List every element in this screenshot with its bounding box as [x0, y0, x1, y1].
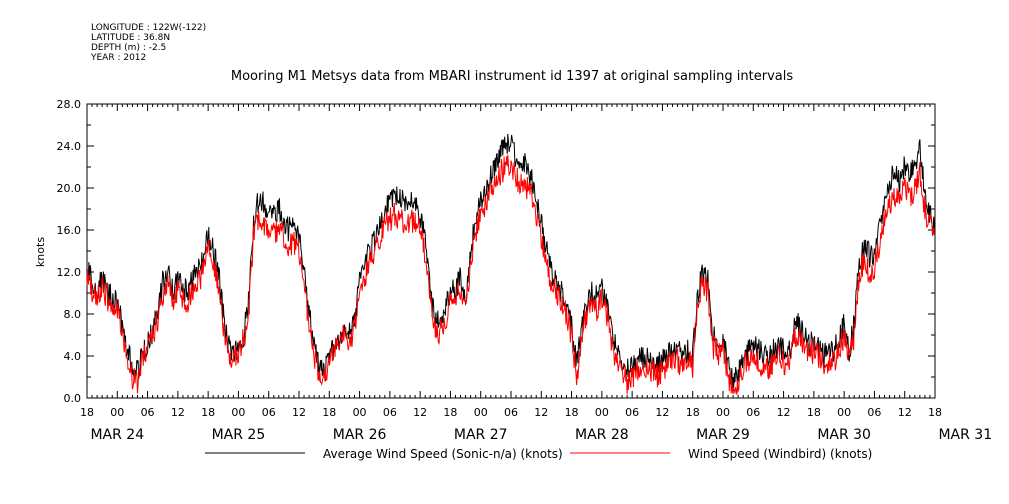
y-tick-label: 16.0 [57, 224, 82, 237]
x-tick-label: 12 [292, 406, 306, 419]
legend-label-average-wind: Average Wind Speed (Sonic-n/a) (knots) [323, 447, 563, 461]
x-tick-label: 00 [474, 406, 488, 419]
y-tick-label: 28.0 [57, 98, 82, 111]
x-tick-label: 18 [443, 406, 457, 419]
x-tick-labels: 18 00 06 12 18 00 06 12 18 00 06 12 18 00 06 12 18 00 06 12… [80, 406, 942, 419]
x-tick-label: 12 [655, 406, 669, 419]
axis-ticks [86, 103, 936, 399]
y-tick-label: 0.0 [64, 392, 82, 405]
x-tick-label: 00 [837, 406, 851, 419]
x-tick-label: 12 [534, 406, 548, 419]
x-tick-label: 06 [504, 406, 518, 419]
x-tick-label: 06 [262, 406, 276, 419]
x-tick-label: 06 [625, 406, 639, 419]
y-tick-label: 4.0 [64, 350, 82, 363]
y-axis-label: knots [34, 237, 47, 267]
x-tick-label: 12 [171, 406, 185, 419]
x-tick-label: 12 [413, 406, 427, 419]
x-tick-label: 06 [383, 406, 397, 419]
x-tick-label: 00 [716, 406, 730, 419]
x-tick-label: 18 [80, 406, 94, 419]
x-tick-label: 12 [777, 406, 791, 419]
x-tick-label: 06 [746, 406, 760, 419]
x-tick-label: 18 [928, 406, 942, 419]
meta-latitude: LATITUDE : 36.8N [91, 33, 170, 43]
x-date-label: MAR 24 [90, 427, 144, 443]
x-tick-label: 00 [595, 406, 609, 419]
x-tick-label: 00 [110, 406, 124, 419]
series-lines [86, 133, 936, 395]
y-tick-labels: 0.0 4.0 8.0 12.0 16.0 20.0 24.0 28.0 [57, 98, 82, 405]
x-tick-label: 12 [898, 406, 912, 419]
meta-year: YEAR : 2012 [90, 53, 146, 63]
x-date-label: MAR 27 [454, 427, 508, 443]
meta-longitude: LONGITUDE : 122W(-122) [91, 23, 206, 33]
chart-title: Mooring M1 Metsys data from MBARI instru… [231, 69, 793, 84]
x-date-labels: MAR 24 MAR 25 MAR 26 MAR 27 MAR 28 MAR 29 MAR … [90, 427, 992, 443]
y-tick-label: 20.0 [57, 182, 82, 195]
series-line-windbird [86, 154, 936, 395]
x-tick-label: 06 [867, 406, 881, 419]
x-date-label: MAR 26 [333, 427, 387, 443]
x-date-label: MAR 29 [696, 427, 750, 443]
x-tick-label: 18 [565, 406, 579, 419]
x-date-label: MAR 30 [817, 427, 871, 443]
x-tick-label: 06 [141, 406, 155, 419]
y-tick-label: 12.0 [57, 266, 82, 279]
x-tick-label: 18 [807, 406, 821, 419]
x-tick-label: 18 [322, 406, 336, 419]
y-tick-label: 8.0 [64, 308, 82, 321]
y-tick-label: 24.0 [57, 140, 82, 153]
x-tick-label: 00 [353, 406, 367, 419]
x-date-label: MAR 28 [575, 427, 629, 443]
x-tick-label: 18 [686, 406, 700, 419]
x-tick-label: 00 [231, 406, 245, 419]
x-tick-label: 18 [201, 406, 215, 419]
x-date-label: MAR 31 [938, 427, 992, 443]
legend-label-windbird: Wind Speed (Windbird) (knots) [688, 447, 872, 461]
x-date-label: MAR 25 [212, 427, 266, 443]
meta-depth: DEPTH (m) : -2.5 [91, 43, 166, 53]
